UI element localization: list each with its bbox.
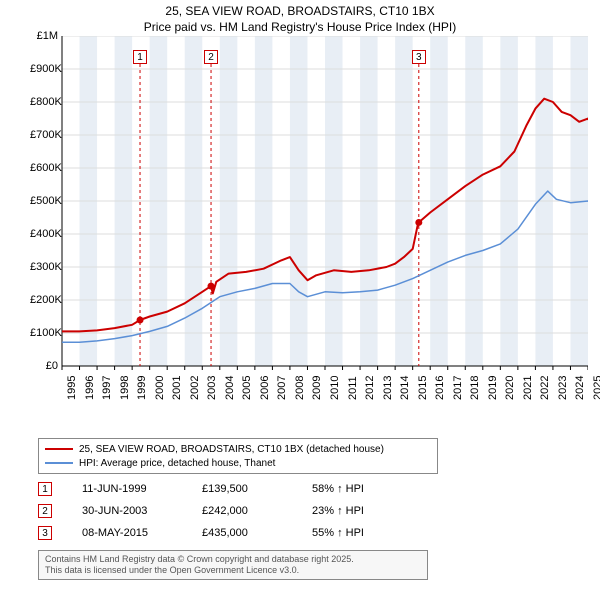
x-tick-label: 2023: [557, 376, 569, 400]
x-tick-label: 2021: [522, 376, 534, 400]
y-tick-label: £200K: [30, 294, 58, 306]
x-tick-label: 2019: [487, 376, 499, 400]
y-tick-label: £600K: [30, 162, 58, 174]
x-tick-label: 2011: [347, 376, 359, 400]
event-marker-1: 1: [133, 50, 147, 64]
x-tick-label: 1999: [136, 376, 148, 400]
sale-row: 3 08-MAY-2015£435,00055% ↑ HPI: [38, 522, 412, 544]
x-tick-label: 2002: [189, 376, 201, 400]
x-tick-label: 2025: [592, 376, 600, 400]
y-tick-label: £300K: [30, 261, 58, 273]
sale-date: 30-JUN-2003: [82, 505, 202, 517]
x-tick-label: 2013: [382, 376, 394, 400]
x-tick-label: 2007: [276, 376, 288, 400]
x-tick-label: 1997: [101, 376, 113, 400]
x-tick-label: 2017: [452, 376, 464, 400]
x-tick-label: 2012: [364, 376, 376, 400]
x-tick-label: 2004: [224, 376, 236, 400]
x-tick-label: 2015: [417, 376, 429, 400]
x-tick-label: 2000: [154, 376, 166, 400]
footnote-line2: This data is licensed under the Open Gov…: [45, 565, 421, 576]
x-tick-label: 2018: [469, 376, 481, 400]
title-line2: Price paid vs. HM Land Registry's House …: [0, 20, 600, 36]
legend-swatch-1: [45, 448, 73, 450]
y-tick-label: £400K: [30, 228, 58, 240]
x-tick-label: 2014: [399, 376, 411, 400]
sale-date: 08-MAY-2015: [82, 527, 202, 539]
chart-title: 25, SEA VIEW ROAD, BROADSTAIRS, CT10 1BX…: [0, 0, 600, 37]
footnote: Contains HM Land Registry data © Crown c…: [38, 550, 428, 580]
legend-label-1: 25, SEA VIEW ROAD, BROADSTAIRS, CT10 1BX…: [79, 444, 384, 455]
sale-row: 1 11-JUN-1999£139,50058% ↑ HPI: [38, 478, 412, 500]
sale-price: £435,000: [202, 527, 312, 539]
sales-table: 1 11-JUN-1999£139,50058% ↑ HPI 2 30-JUN-200…: [38, 478, 412, 544]
title-line1: 25, SEA VIEW ROAD, BROADSTAIRS, CT10 1BX: [0, 4, 600, 20]
chart-area: 1 2 3 £0 £100K £200K £300K £400K £500K £600K £700K…: [30, 36, 588, 396]
sale-date: 11-JUN-1999: [82, 483, 202, 495]
legend-row: HPI: Average price, detached house, Than…: [45, 456, 431, 470]
x-tick-label: 1996: [84, 376, 96, 400]
y-tick-label: £0: [30, 360, 58, 372]
sale-hpi: 55% ↑ HPI: [312, 527, 412, 539]
y-tick-label: £800K: [30, 96, 58, 108]
x-tick-label: 2010: [329, 376, 341, 400]
sale-price: £139,500: [202, 483, 312, 495]
legend-label-2: HPI: Average price, detached house, Than…: [79, 458, 275, 469]
sale-marker: 1: [38, 482, 52, 496]
sale-marker: 2: [38, 504, 52, 518]
legend-row: 25, SEA VIEW ROAD, BROADSTAIRS, CT10 1BX…: [45, 442, 431, 456]
y-tick-label: £100K: [30, 327, 58, 339]
event-marker-3: 3: [412, 50, 426, 64]
y-tick-label: £1M: [30, 30, 58, 42]
sale-hpi: 58% ↑ HPI: [312, 483, 412, 495]
x-tick-label: 2020: [504, 376, 516, 400]
sale-price: £242,000: [202, 505, 312, 517]
chart-svg: [30, 36, 588, 396]
footnote-line1: Contains HM Land Registry data © Crown c…: [45, 554, 421, 565]
x-tick-label: 2006: [259, 376, 271, 400]
y-tick-label: £700K: [30, 129, 58, 141]
x-tick-label: 2024: [574, 376, 586, 400]
x-tick-label: 2016: [434, 376, 446, 400]
x-tick-label: 2001: [171, 376, 183, 400]
y-tick-label: £900K: [30, 63, 58, 75]
x-tick-label: 1995: [66, 376, 78, 400]
y-tick-label: £500K: [30, 195, 58, 207]
legend: 25, SEA VIEW ROAD, BROADSTAIRS, CT10 1BX…: [38, 438, 438, 474]
x-tick-label: 2009: [311, 376, 323, 400]
event-marker-2: 2: [204, 50, 218, 64]
x-tick-label: 2022: [539, 376, 551, 400]
legend-swatch-2: [45, 462, 73, 464]
x-tick-label: 2003: [206, 376, 218, 400]
sale-marker: 3: [38, 526, 52, 540]
x-tick-label: 2008: [294, 376, 306, 400]
x-tick-label: 1998: [119, 376, 131, 400]
x-tick-label: 2005: [241, 376, 253, 400]
sale-row: 2 30-JUN-2003£242,00023% ↑ HPI: [38, 500, 412, 522]
sale-hpi: 23% ↑ HPI: [312, 505, 412, 517]
